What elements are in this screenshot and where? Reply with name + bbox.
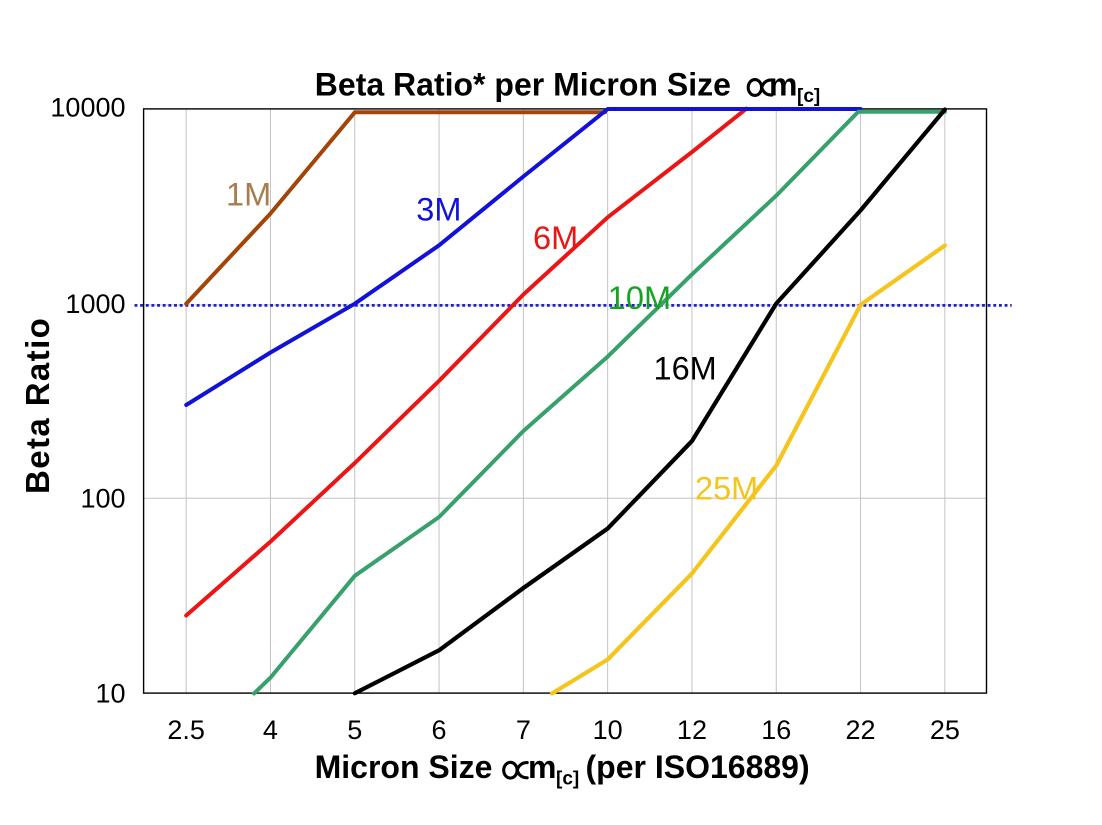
svg-text:m: m: [528, 749, 556, 785]
svg-text:Beta Ratio* per Micron Size: Beta Ratio* per Micron Size: [315, 67, 731, 103]
svg-text:12: 12: [677, 715, 707, 745]
svg-text:Micron Size: Micron Size: [315, 749, 493, 785]
svg-text:Beta Ratio: Beta Ratio: [19, 317, 56, 494]
svg-text:[c]: [c]: [797, 86, 820, 107]
svg-text:10: 10: [95, 678, 125, 708]
svg-text:(per ISO16889): (per ISO16889): [586, 749, 810, 785]
svg-text:m: m: [769, 67, 797, 103]
svg-text:4: 4: [263, 715, 278, 745]
svg-text:25M: 25M: [695, 470, 758, 506]
svg-text:16: 16: [761, 715, 791, 745]
svg-text:10: 10: [593, 715, 623, 745]
svg-text:10000: 10000: [50, 93, 125, 123]
svg-text:16M: 16M: [654, 351, 717, 387]
svg-text:100: 100: [80, 484, 125, 514]
svg-text:3M: 3M: [416, 191, 461, 227]
svg-text:5: 5: [347, 715, 362, 745]
svg-text:[c]: [c]: [556, 769, 579, 790]
svg-text:10M: 10M: [608, 280, 671, 316]
svg-text:6M: 6M: [533, 220, 578, 256]
svg-text:2.5: 2.5: [167, 715, 205, 745]
svg-text:22: 22: [846, 715, 876, 745]
svg-text:6: 6: [432, 715, 447, 745]
svg-text:25: 25: [930, 715, 960, 745]
svg-text:1M: 1M: [226, 177, 271, 213]
svg-text:7: 7: [516, 715, 531, 745]
svg-text:1000: 1000: [65, 289, 125, 319]
